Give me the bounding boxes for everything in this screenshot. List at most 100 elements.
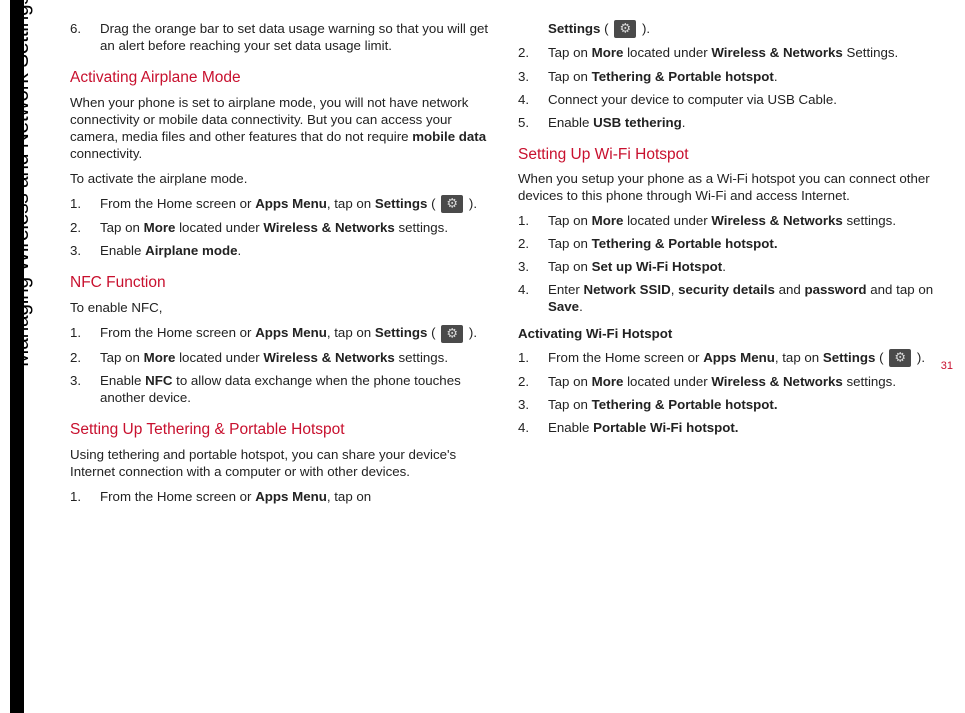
text: ( [875,350,887,365]
text: and tap on [867,282,934,297]
text-bold: Apps Menu [255,489,327,504]
tethering-steps-left: From the Home screen or Apps Menu, tap o… [70,488,492,505]
list-item: Tap on More located under Wireless & Net… [70,219,492,236]
airplane-heading: Activating Airplane Mode [70,68,492,88]
body-text: Using tethering and portable hotspot, yo… [70,446,492,480]
data-usage-list-cont: Drag the orange bar to set data usage wa… [70,20,492,54]
list-item: Tap on More located under Wireless & Net… [518,212,940,229]
activating-wifi-subheading: Activating Wi-Fi Hotspot [518,325,940,342]
text: located under [623,374,711,389]
body-text: To enable NFC, [70,299,492,316]
airplane-steps: From the Home screen or Apps Menu, tap o… [70,195,492,260]
list-item: Tap on Set up Wi-Fi Hotspot. [518,258,940,275]
settings-gear-icon [889,349,911,367]
text: . [682,115,686,130]
right-column: Settings ( ). Tap on More located under … [518,20,940,511]
text: . [579,299,583,314]
text-bold: Network SSID [583,282,670,297]
wifi-hotspot-steps: Tap on More located under Wireless & Net… [518,212,940,315]
text: located under [175,350,263,365]
text: When your phone is set to airplane mode,… [70,95,468,144]
tethering-heading: Setting Up Tethering & Portable Hotspot [70,420,492,440]
text: ). [465,325,477,340]
text-bold: Wireless & Networks [711,374,842,389]
body-text: To activate the airplane mode. [70,170,492,187]
text: Tap on [548,45,592,60]
text-bold: More [592,213,624,228]
list-item: From the Home screen or Apps Menu, tap o… [518,349,940,367]
text-bold: More [592,45,624,60]
text-bold: Wireless & Networks [263,220,394,235]
text: ). [638,21,650,36]
list-item: Enable NFC to allow data exchange when t… [70,372,492,406]
nfc-steps: From the Home screen or Apps Menu, tap o… [70,324,492,406]
text: Settings. [843,45,898,60]
text: ). [465,196,477,211]
list-item: Tap on Tethering & Portable hotspot. [518,68,940,85]
text: , tap on [327,196,375,211]
text: ( [600,21,612,36]
text-bold: Wireless & Networks [711,213,842,228]
list-item: Enable USB tethering. [518,114,940,131]
text-bold: Apps Menu [255,325,327,340]
text: , tap on [327,325,375,340]
list-item: Tap on Tethering & Portable hotspot. [518,235,940,252]
text: , tap on [775,350,823,365]
text: Tap on [100,220,144,235]
settings-gear-icon [614,20,636,38]
text-bold: Portable Wi-Fi hotspot. [593,420,738,435]
text: Enable [100,243,145,258]
text-bold: Set up Wi-Fi Hotspot [592,259,723,274]
left-column: Drag the orange bar to set data usage wa… [70,20,492,511]
text: Tap on [548,69,592,84]
list-item: From the Home screen or Apps Menu, tap o… [70,488,492,505]
list-item: Enable Portable Wi-Fi hotspot. [518,419,940,436]
list-item-cont: Settings ( ). [518,20,940,38]
text: located under [623,213,711,228]
text: located under [623,45,711,60]
text: settings. [395,220,448,235]
text-bold: Save [548,299,579,314]
text: . [722,259,726,274]
list-item: Tap on More located under Wireless & Net… [70,349,492,366]
text: Enable [100,373,145,388]
page-number: 31 [941,360,953,372]
list-item: Tap on More located under Wireless & Net… [518,373,940,390]
text: From the Home screen or [100,325,255,340]
body-text: When your phone is set to airplane mode,… [70,94,492,162]
text: Enter [548,282,583,297]
page-content: Drag the orange bar to set data usage wa… [70,20,940,511]
text: connectivity. [70,146,142,161]
text-bold: Tethering & Portable hotspot. [592,236,778,251]
activating-wifi-steps: From the Home screen or Apps Menu, tap o… [518,349,940,437]
settings-gear-icon [441,195,463,213]
list-item: Enable Airplane mode. [70,242,492,259]
text: Tap on [548,374,592,389]
text: settings. [843,213,896,228]
tethering-steps-right: Tap on More located under Wireless & Net… [518,44,940,130]
sidebar-section-label: Managing Wireless and Network Settings [10,0,34,367]
text-bold: More [592,374,624,389]
text: , [671,282,678,297]
text-bold: More [144,220,176,235]
text-bold: Tethering & Portable hotspot. [592,397,778,412]
text: Tap on [100,350,144,365]
text: From the Home screen or [548,350,703,365]
text-bold: NFC [145,373,172,388]
text-bold: Airplane mode [145,243,237,258]
text-bold: Settings [375,325,427,340]
text-bold: Wireless & Networks [263,350,394,365]
text: Tap on [548,236,592,251]
list-item: Tap on Tethering & Portable hotspot. [518,396,940,413]
text: , tap on [327,489,371,504]
list-item: From the Home screen or Apps Menu, tap o… [70,195,492,213]
body-text: Drag the orange bar to set data usage wa… [100,21,488,53]
list-item: Tap on More located under Wireless & Net… [518,44,940,61]
list-item: Drag the orange bar to set data usage wa… [70,20,492,54]
text-bold: mobile data [412,129,486,144]
text: From the Home screen or [100,196,255,211]
text-bold: Apps Menu [703,350,775,365]
text-bold: Apps Menu [255,196,327,211]
nfc-heading: NFC Function [70,273,492,293]
text: Tap on [548,213,592,228]
